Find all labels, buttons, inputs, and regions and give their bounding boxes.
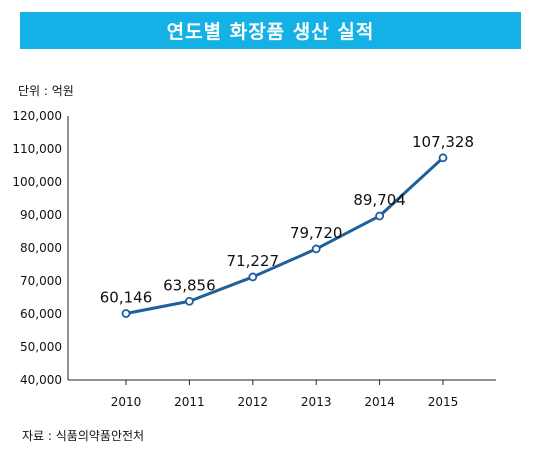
x-tick-label: 2014	[364, 395, 395, 409]
y-tick-label: 100,000	[12, 175, 62, 189]
y-tick-labels: 40,000 50,000 60,000 70,000 80,000 90,000 100,…	[12, 109, 62, 387]
data-label: 79,720	[290, 224, 343, 242]
data-label: 107,328	[412, 133, 474, 151]
source-label: 자료 : 식품의약품안전처	[22, 429, 145, 443]
y-tick-label: 70,000	[20, 274, 62, 288]
data-point	[311, 244, 321, 254]
data-point	[248, 272, 258, 282]
x-tick-label: 2011	[174, 395, 205, 409]
unit-label: 단위 : 억원	[18, 84, 74, 98]
y-tick-label: 90,000	[20, 208, 62, 222]
data-label: 63,856	[163, 276, 216, 294]
y-tick-label: 60,000	[20, 307, 62, 321]
chart-title-banner: 연도별 화장품 생산 실적	[20, 12, 521, 49]
y-tick-label: 110,000	[12, 142, 62, 156]
x-tick-label: 2012	[238, 395, 269, 409]
data-point	[121, 309, 131, 318]
y-tick-label: 80,000	[20, 241, 62, 255]
y-tick-label: 40,000	[20, 373, 62, 387]
chart-title: 연도별 화장품 생산 실적	[166, 21, 375, 43]
data-point	[375, 211, 385, 221]
x-tick-label: 2015	[428, 395, 459, 409]
series-line	[125, 156, 445, 315]
x-tick-label: 2010	[111, 395, 142, 409]
data-label: 60,146	[100, 289, 153, 307]
data-point	[184, 296, 194, 306]
data-markers	[121, 153, 448, 318]
data-labels: 60,146 63,856 71,227 79,720 89,704 107,328	[100, 133, 474, 307]
data-point	[438, 153, 448, 163]
data-label: 89,704	[353, 191, 406, 209]
x-tick-labels: 2010 2011 2012 2013 2014 2015	[111, 380, 459, 409]
data-label: 71,227	[227, 252, 280, 270]
x-tick-label: 2013	[301, 395, 332, 409]
y-tick-label: 50,000	[20, 340, 62, 354]
y-tick-label: 120,000	[12, 109, 62, 123]
